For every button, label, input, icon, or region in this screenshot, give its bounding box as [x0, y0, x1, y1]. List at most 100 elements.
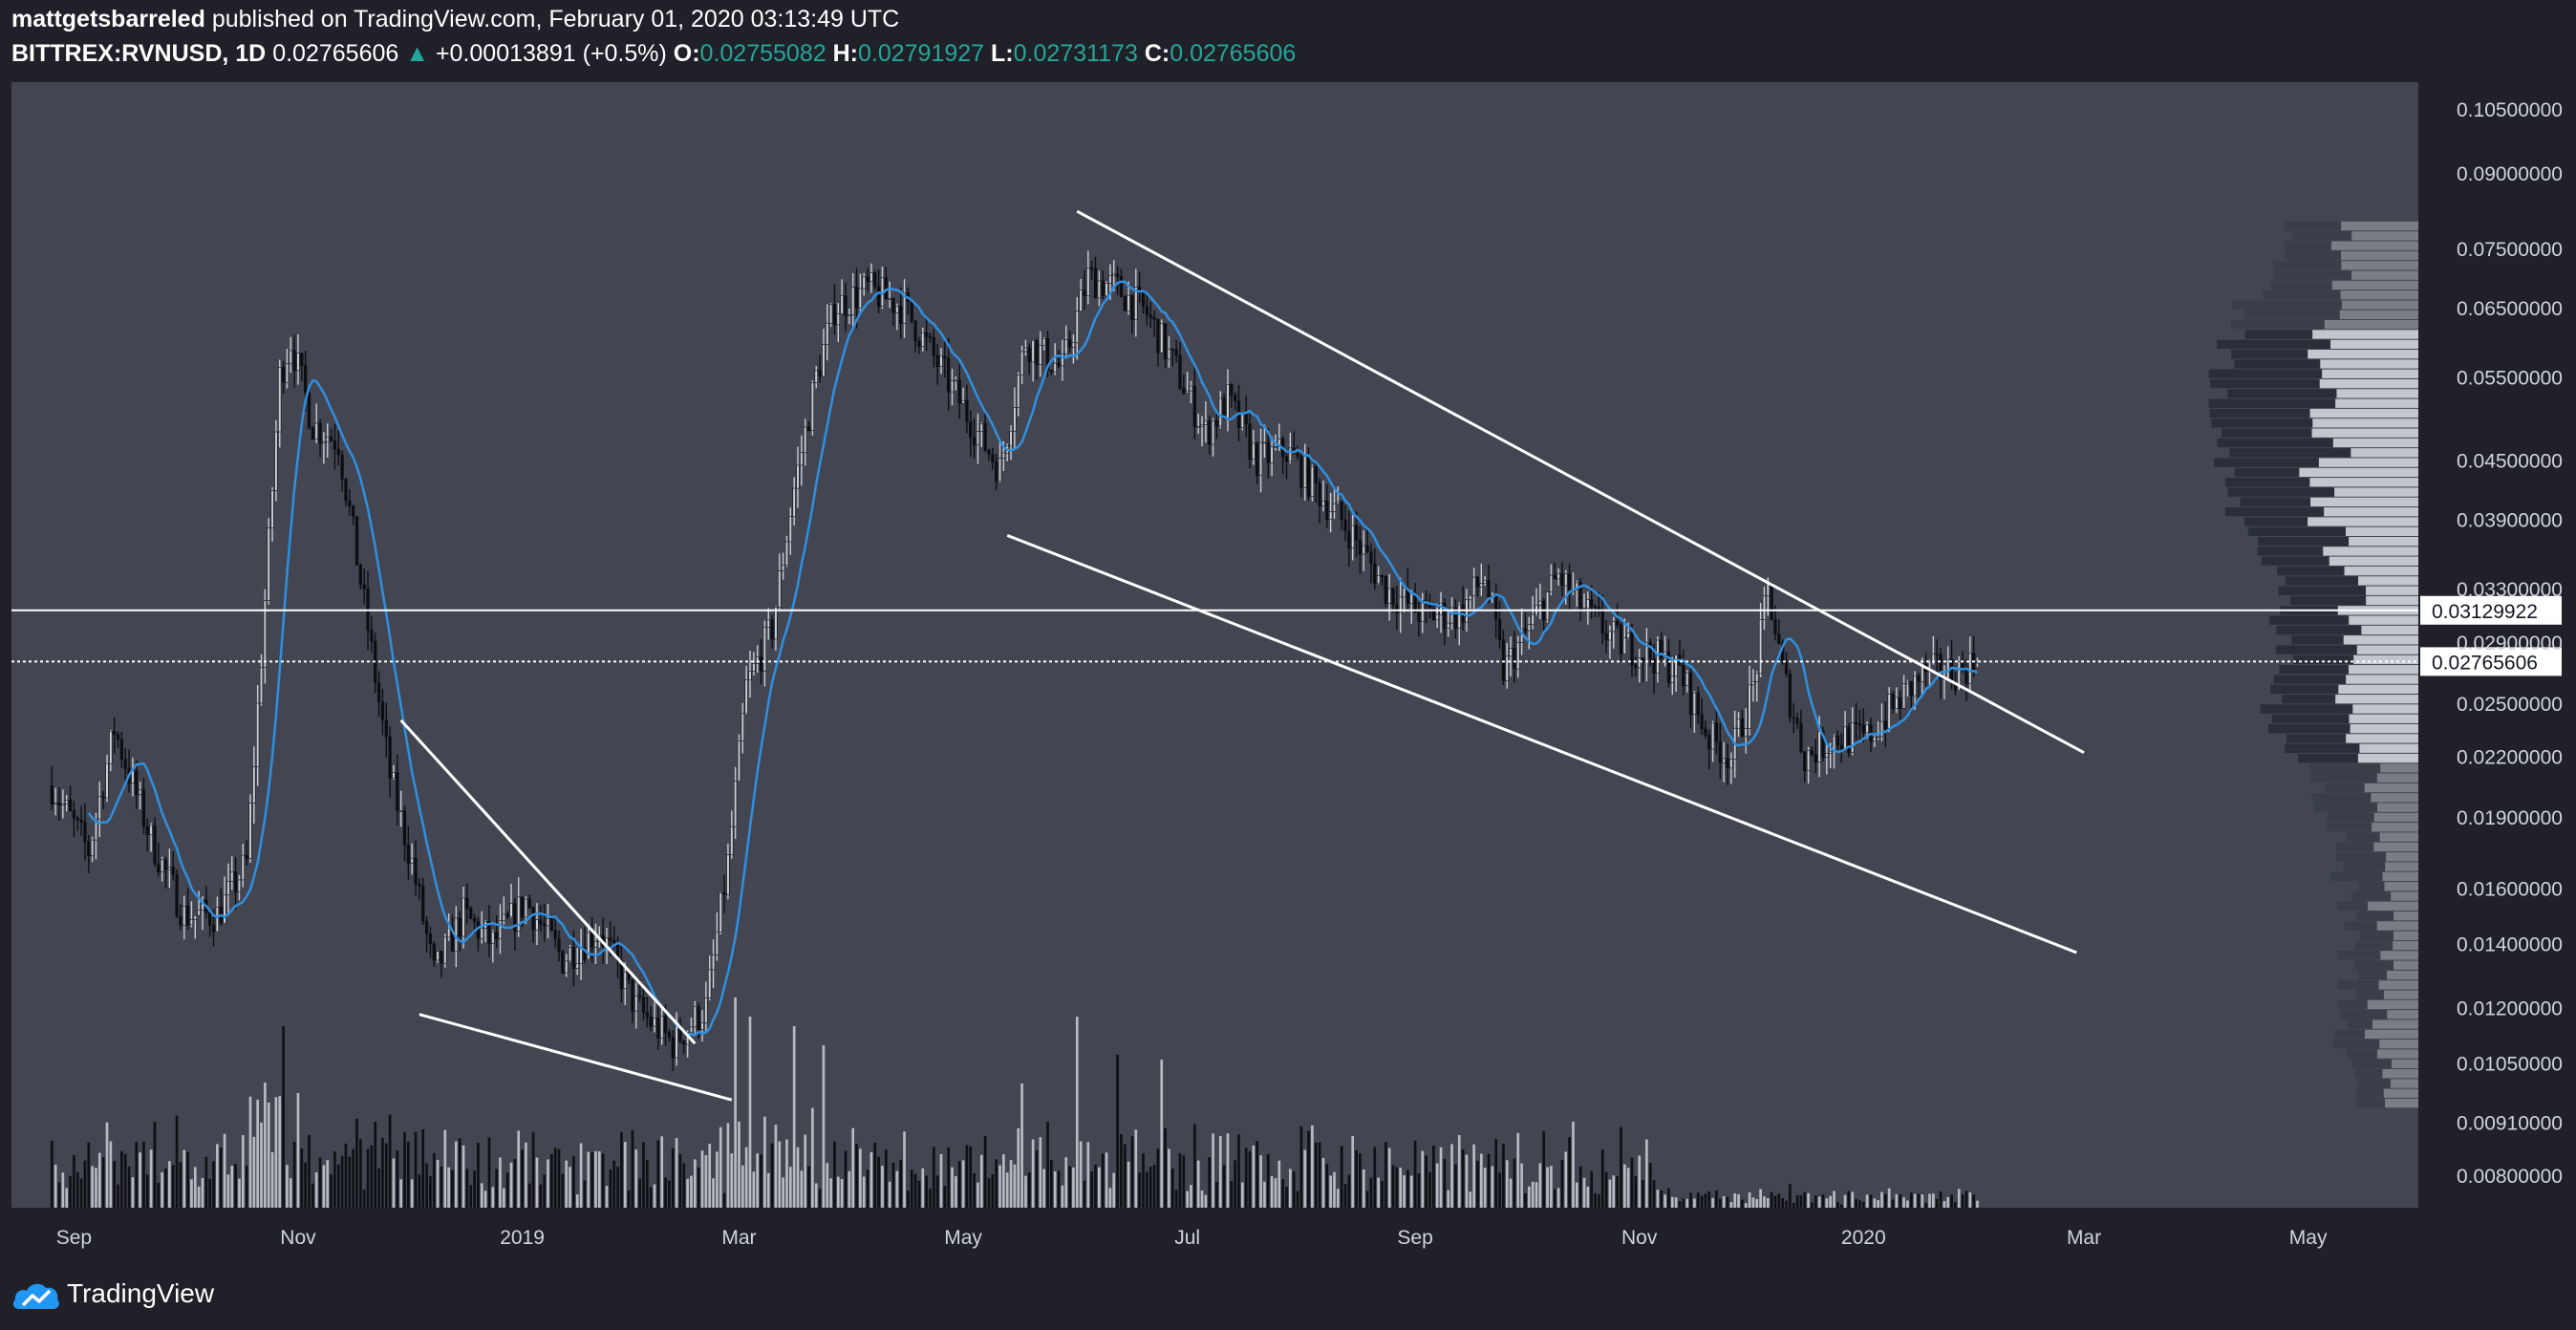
candle: [1258, 428, 1263, 493]
volume-bar: [1299, 1126, 1303, 1208]
tradingview-cloud-icon[interactable]: [11, 1276, 61, 1315]
candle: [1582, 593, 1586, 611]
candle: [1917, 672, 1921, 700]
candle: [1641, 657, 1645, 682]
candle: [719, 891, 722, 935]
volume-bar: [925, 1175, 928, 1208]
volume-bar: [1498, 1172, 1501, 1208]
candle: [300, 353, 304, 382]
candle-body: [704, 998, 708, 1023]
volume-bar: [168, 1161, 171, 1208]
candle-body: [1395, 604, 1399, 613]
volume-bar: [770, 1143, 774, 1208]
candle: [1115, 266, 1120, 295]
volume-bar: [1351, 1135, 1355, 1208]
candle-body: [826, 322, 829, 345]
candle: [1208, 416, 1212, 455]
candle: [928, 332, 933, 344]
candle-body: [660, 1016, 664, 1039]
candle-body: [1093, 268, 1098, 299]
profile-row-down: [2273, 270, 2352, 280]
volume-bar: [1395, 1167, 1399, 1208]
volume-bar: [1726, 1196, 1729, 1208]
candle-body: [472, 918, 477, 922]
volume-bar: [1333, 1171, 1336, 1208]
volume-bar: [1865, 1194, 1869, 1208]
volume-bar: [1961, 1194, 1964, 1208]
candle-body: [1873, 737, 1877, 742]
candle: [1167, 335, 1171, 368]
candle: [392, 764, 396, 780]
volume-bar: [744, 1147, 748, 1208]
profile-row-up: [2336, 389, 2418, 398]
volume-bar: [1472, 1144, 1475, 1208]
volume-bar: [1785, 1200, 1788, 1208]
volume-bar: [1954, 1202, 1957, 1208]
volume-bar: [1527, 1186, 1531, 1208]
profile-row-up: [2359, 743, 2418, 753]
candle-body: [1513, 648, 1516, 670]
candle-body: [1877, 736, 1880, 739]
volume-bar: [1127, 1161, 1130, 1208]
candle-body: [645, 1012, 649, 1018]
candle: [1042, 337, 1046, 351]
candle-body: [1501, 639, 1506, 681]
candle: [1634, 656, 1638, 677]
candle-body: [418, 883, 421, 887]
volume-bar: [1237, 1134, 1240, 1208]
profile-row-up: [2372, 823, 2418, 832]
candle: [1343, 504, 1347, 542]
candle: [1799, 710, 1803, 754]
candle: [1575, 580, 1578, 607]
candle-body: [410, 857, 414, 864]
candle-body: [307, 392, 311, 429]
profile-row-up: [2351, 270, 2418, 280]
plot-pane[interactable]: [11, 82, 2418, 1208]
trendline[interactable]: [399, 719, 697, 1045]
candle-body: [913, 320, 917, 342]
volume-bar: [1807, 1192, 1810, 1208]
volume-bar: [1667, 1188, 1670, 1208]
volume-bar: [1083, 1180, 1086, 1208]
candle-body: [226, 881, 230, 896]
candle-body: [1865, 724, 1869, 734]
author-name[interactable]: mattgetsbarreled: [11, 6, 205, 32]
candle-body: [756, 656, 760, 664]
candle-body: [1387, 588, 1391, 604]
trendline[interactable]: [1006, 533, 2077, 955]
candle: [1399, 577, 1403, 633]
tradingview-brand[interactable]: TradingView: [67, 1278, 215, 1308]
time-axis[interactable]: Sep Nov 2019 Mar May Jul Sep Nov 2020 Mar May: [56, 1227, 2328, 1249]
volume-bar: [1696, 1192, 1700, 1208]
candle-body: [1336, 501, 1340, 504]
candle-body: [1045, 338, 1050, 371]
candle-body: [1479, 583, 1483, 588]
chart-area[interactable]: 0.03129922 0.02765606 0.10500000 0.0900000…: [11, 82, 2565, 1263]
candle-body: [1901, 683, 1906, 709]
candle-body: [211, 925, 216, 933]
candle: [873, 270, 877, 290]
ohlc-legend: BITTREX:RVNUSD, 1D 0.02765606 ▲ +0.00013…: [11, 40, 1296, 68]
volume-bar: [1428, 1171, 1431, 1208]
volume-bar: [208, 1178, 212, 1208]
volume-bar: [1773, 1195, 1777, 1208]
candle-body: [215, 907, 220, 933]
candle: [1310, 464, 1315, 502]
candle: [1152, 310, 1156, 337]
candle-body: [1035, 340, 1039, 366]
profile-row-up: [2394, 960, 2418, 970]
volume-bar: [1226, 1133, 1230, 1208]
profile-row-down: [2240, 497, 2311, 507]
profile-row-down: [2217, 438, 2333, 448]
trendline[interactable]: [419, 1013, 733, 1102]
profile-row-down: [2244, 517, 2308, 526]
candle: [90, 836, 95, 863]
candle-body: [957, 379, 961, 404]
candle-body: [1023, 347, 1028, 353]
volume-bar: [1384, 1142, 1387, 1208]
price-axis[interactable]: 0.105000000.090000000.075000000.06500000…: [2457, 99, 2563, 1188]
candle-body: [1186, 390, 1190, 394]
volume-bar: [1288, 1169, 1292, 1208]
volume-bar: [292, 1142, 296, 1208]
